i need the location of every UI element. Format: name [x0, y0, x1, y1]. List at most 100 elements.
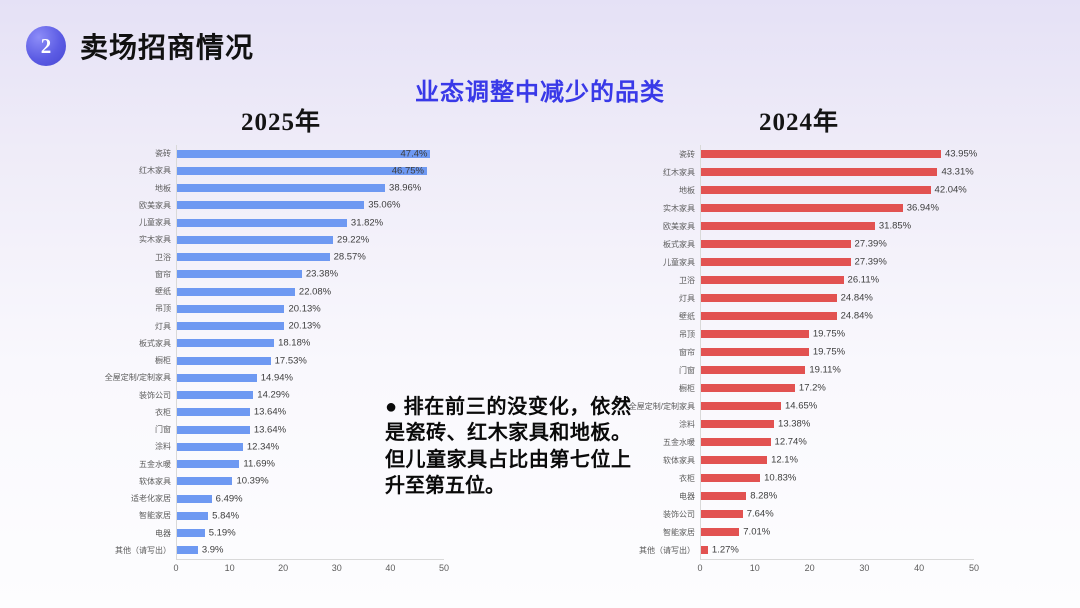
value-label: 14.29% — [257, 389, 290, 401]
value-label: 31.82% — [350, 217, 384, 229]
chart-2024-bars: 瓷砖 43.95% 红木家具 43.31% 地板 42.04% 实木家具 36.94% 欧美家具… — [624, 145, 978, 559]
category-label: 装饰公司 — [663, 509, 695, 519]
bar — [177, 166, 427, 175]
bar — [701, 150, 941, 158]
bar — [177, 373, 257, 382]
bar-row: 衣柜 13.64% — [118, 403, 444, 421]
bar-row: 橱柜 17.53% — [118, 352, 444, 370]
slide-header: 2 卖场招商情况 — [26, 26, 254, 66]
bar-track: 7.64% — [700, 505, 974, 523]
bar-track: 20.13% — [176, 317, 444, 335]
chart-2024-title: 2024年 — [758, 109, 839, 136]
bar-row: 地板 42.04% — [624, 181, 974, 199]
category-label: 橱柜 — [679, 383, 695, 393]
value-label: 43.95% — [944, 148, 978, 160]
bar-track: 19.75% — [700, 325, 974, 343]
category-label: 卫浴 — [679, 275, 695, 285]
bar — [701, 546, 708, 554]
page-title: 卖场招商情况 — [80, 32, 255, 63]
bar-track: 31.82% — [176, 214, 444, 232]
bar-row: 电器 8.28% — [624, 487, 974, 505]
bar-track: 19.11% — [700, 361, 974, 379]
bar-row: 装饰公司 14.29% — [118, 386, 444, 404]
bar-row: 其他（请写出） 3.9% — [115, 541, 444, 559]
value-label: 28.57% — [333, 251, 366, 263]
category-label: 衣柜 — [155, 407, 171, 417]
category-label: 实木家具 — [139, 235, 171, 245]
bar-track: 18.18% — [176, 334, 444, 352]
bar — [177, 546, 198, 555]
value-label: 19.11% — [809, 364, 841, 376]
value-label: 24.84% — [840, 310, 873, 322]
bar — [177, 477, 233, 486]
bar-row: 适老化家居 6.49% — [118, 490, 444, 508]
value-label: 43.31% — [941, 166, 974, 178]
x-axis-tick: 0 — [173, 563, 179, 573]
bar-row: 壁纸 24.84% — [624, 307, 974, 325]
bar-track: 26.11% — [700, 271, 974, 289]
bar-track: 12.74% — [700, 433, 974, 451]
bar-row: 门窗 19.11% — [624, 361, 974, 379]
category-label: 五金水暖 — [663, 437, 695, 447]
bar-row: 五金水暖 12.74% — [624, 433, 974, 451]
bar-row: 窗帘 23.38% — [118, 265, 444, 283]
value-label: 31.85% — [878, 220, 912, 232]
category-label: 儿童家具 — [139, 218, 171, 228]
bar — [701, 312, 837, 320]
category-label: 其他（请写出） — [115, 545, 171, 555]
bar-track: 43.31% — [700, 163, 974, 181]
value-label: 22.08% — [298, 286, 332, 298]
x-axis-tick: 10 — [749, 563, 760, 573]
value-label: 35.06% — [368, 199, 401, 211]
bar-track: 28.57% — [176, 248, 444, 266]
value-label: 8.28% — [750, 490, 778, 502]
bar-track: 23.38% — [176, 265, 444, 283]
bar-row: 瓷砖 47.4% — [118, 145, 444, 163]
chart-2025-title: 2025年 — [240, 109, 321, 136]
bar-track: 24.84% — [700, 307, 974, 325]
x-axis-tick: 20 — [804, 563, 815, 573]
value-label: 17.53% — [274, 355, 307, 367]
chart-2025-x-axis: 0 10 20 30 40 50 — [173, 559, 449, 575]
value-label: 3.9% — [201, 544, 224, 556]
bar-track: 22.08% — [176, 283, 444, 301]
bar-row: 智能家居 7.01% — [624, 523, 974, 541]
bar-row: 板式家具 18.18% — [118, 334, 444, 352]
x-axis-tick: 50 — [438, 563, 450, 573]
value-label: 13.64% — [253, 406, 287, 418]
category-label: 板式家具 — [139, 338, 171, 348]
category-label: 全屋定制/定制家具 — [628, 401, 695, 411]
bar-track: 14.65% — [700, 397, 974, 415]
bar-track: 11.69% — [176, 455, 444, 473]
bar — [701, 276, 844, 284]
value-label: 36.94% — [906, 202, 939, 214]
bar-row: 灯具 20.13% — [118, 317, 444, 335]
value-label: 19.75% — [812, 346, 846, 358]
bar — [177, 270, 302, 279]
bar-row: 软体家具 12.1% — [624, 451, 974, 469]
value-label: 42.04% — [934, 184, 967, 196]
bar-track: 38.96% — [176, 179, 444, 197]
x-axis-tick: 10 — [224, 563, 235, 573]
bar-track: 19.75% — [700, 343, 974, 361]
bar-row: 门窗 13.64% — [118, 421, 444, 439]
bar — [177, 253, 330, 262]
category-label: 五金水暖 — [139, 459, 171, 469]
bar — [701, 294, 837, 302]
category-label: 橱柜 — [155, 356, 171, 366]
bar — [177, 494, 212, 503]
bar-row: 地板 38.96% — [118, 179, 444, 197]
x-axis-tick: 20 — [278, 563, 289, 573]
chart-2025-bars: 瓷砖 47.4% 红木家具 46.75% 地板 38.96% 欧美家具 35.06% 儿童家具 3… — [105, 145, 444, 559]
bar-row: 吊顶 19.75% — [624, 325, 974, 343]
bar — [177, 529, 205, 538]
value-label: 18.18% — [278, 337, 311, 349]
bar-row: 窗帘 19.75% — [624, 343, 974, 361]
value-label: 10.83% — [764, 472, 797, 484]
value-label: 20.13% — [288, 320, 321, 332]
bar-row: 儿童家具 27.39% — [624, 253, 974, 271]
bar-row: 电器 5.19% — [118, 524, 444, 542]
bar — [177, 304, 285, 313]
bar-track: 12.34% — [176, 438, 444, 456]
category-label: 灯具 — [679, 293, 695, 303]
